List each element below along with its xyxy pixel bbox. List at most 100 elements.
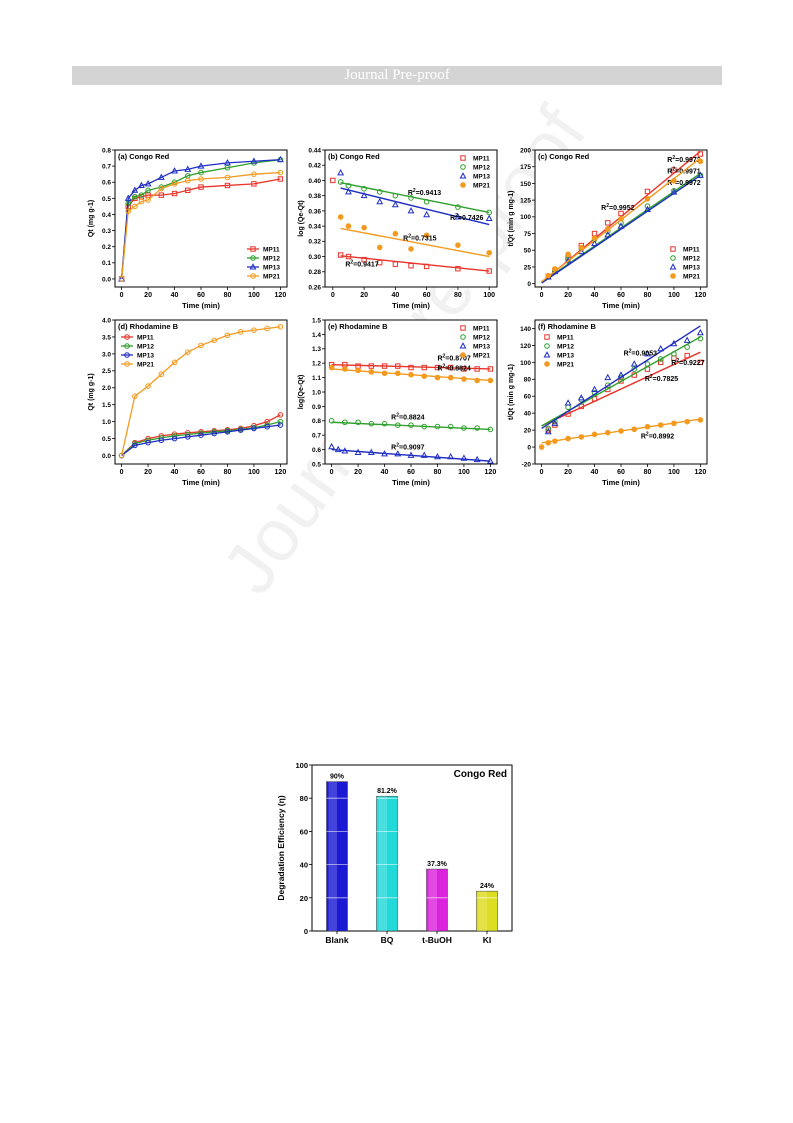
data-point [377,259,383,266]
data-point [408,371,414,378]
data-point [408,262,414,269]
legend-label: MP12 [557,343,574,350]
r2-label: R2=0.9417 [345,259,378,268]
data-point [395,363,401,369]
legend-label: MP13 [137,352,154,359]
data-point [423,198,430,205]
legend-label: MP12 [473,164,490,171]
y-tick-label: 0 [304,927,308,936]
bar-highlight [428,869,437,931]
legend-label: MP13 [557,352,574,359]
data-point [334,445,342,453]
data-point [185,187,191,193]
x-tick-label: 100 [483,292,495,299]
x-tick-label: 0 [540,469,544,476]
legend-label: MP21 [263,273,280,280]
x-tick-label: 0 [540,292,544,299]
journal-banner: Journal Pre-proof [72,66,722,85]
data-point [184,165,192,172]
data-point [355,367,361,374]
y-tick-label: 100 [520,214,531,221]
data-point [367,448,375,455]
y-tick-label: 0.34 [308,224,321,231]
data-point [696,328,704,336]
data-point [138,192,145,198]
data-point [277,323,284,330]
data-point [342,366,348,372]
y-tick-label: 140 [520,326,531,333]
data-point [184,177,191,184]
data-point [224,159,231,166]
r2-label: R2=0.9971 [667,166,700,175]
y-axis-label: log(Qe-Qt) [298,375,305,410]
r2-label: R2=0.7825 [645,374,678,383]
legend-label: MP12 [263,255,280,262]
y-tick-label: 0.5 [312,461,321,468]
data-point [657,422,664,428]
x-tick-label: 60 [423,292,431,299]
chart-title: (a) Congo Red [118,152,170,161]
plot-frame [324,319,498,465]
data-point [345,188,352,195]
legend: MP11 MP12 MP13 MP21 [669,246,700,280]
data-point [171,181,178,187]
y-tick-label: 0.26 [308,284,321,291]
legend-label: MP12 [473,334,490,341]
data-point [276,155,284,163]
data-point [408,246,414,252]
r2-label: R2=0.9227 [671,358,704,367]
data-point [604,226,611,232]
data-point [630,360,638,367]
y-tick-label: 0.3 [102,228,111,235]
chart-f: 0 20 40 60 80 100 120 -20 0 20 40 60 80 100 120 140 Time… [508,319,708,487]
y-tick-label: 0.32 [308,239,321,246]
y-tick-label: 1.1 [312,375,321,382]
data-point [423,210,431,218]
data-point [251,425,257,432]
data-point [697,335,704,342]
data-point [198,432,204,438]
legend: MP11 MP12 MP13 MP21 [247,246,280,280]
legend-marker [250,273,256,279]
data-point [376,197,384,205]
data-point [392,230,399,237]
data-point [376,189,383,195]
legend: MP11 MP12 MP13 MP21 [459,155,490,189]
legend-marker [460,164,466,170]
y-tick-label: 75 [524,231,532,238]
data-point [337,168,345,176]
data-point [184,434,191,440]
legend-label: MP13 [263,264,280,271]
data-point [341,447,349,454]
data-point [118,276,125,282]
y-tick-label: 1.4 [312,332,321,339]
y-tick-label: 0.38 [308,193,321,200]
data-point [328,442,336,450]
data-point [671,420,677,427]
x-tick-label: 20 [144,469,152,476]
legend-label: MP13 [473,343,490,350]
data-point [618,374,624,381]
data-point [591,385,598,392]
y-tick-label: 100 [295,761,308,770]
data-point [138,198,145,205]
data-point [670,188,678,195]
data-point [644,361,651,367]
r2-label: R2=0.7426 [450,213,483,222]
data-point [277,412,284,418]
series-mp21 [541,157,704,283]
data-point [696,171,704,178]
y-tick-label: 3.5 [102,334,111,341]
data-point [337,214,344,220]
legend-marker [670,246,676,252]
y-tick-label: 0.6 [312,447,321,454]
fit-line [340,227,490,258]
data-point [342,419,348,426]
chart-title: (b) Congo Red [328,152,380,161]
data-point [251,327,257,333]
y-tick-label: 0.9 [312,404,321,411]
x-tick-label: 0 [331,292,335,299]
y-tick-label: 60 [300,827,308,836]
data-point [455,242,461,248]
data-point [132,393,138,400]
